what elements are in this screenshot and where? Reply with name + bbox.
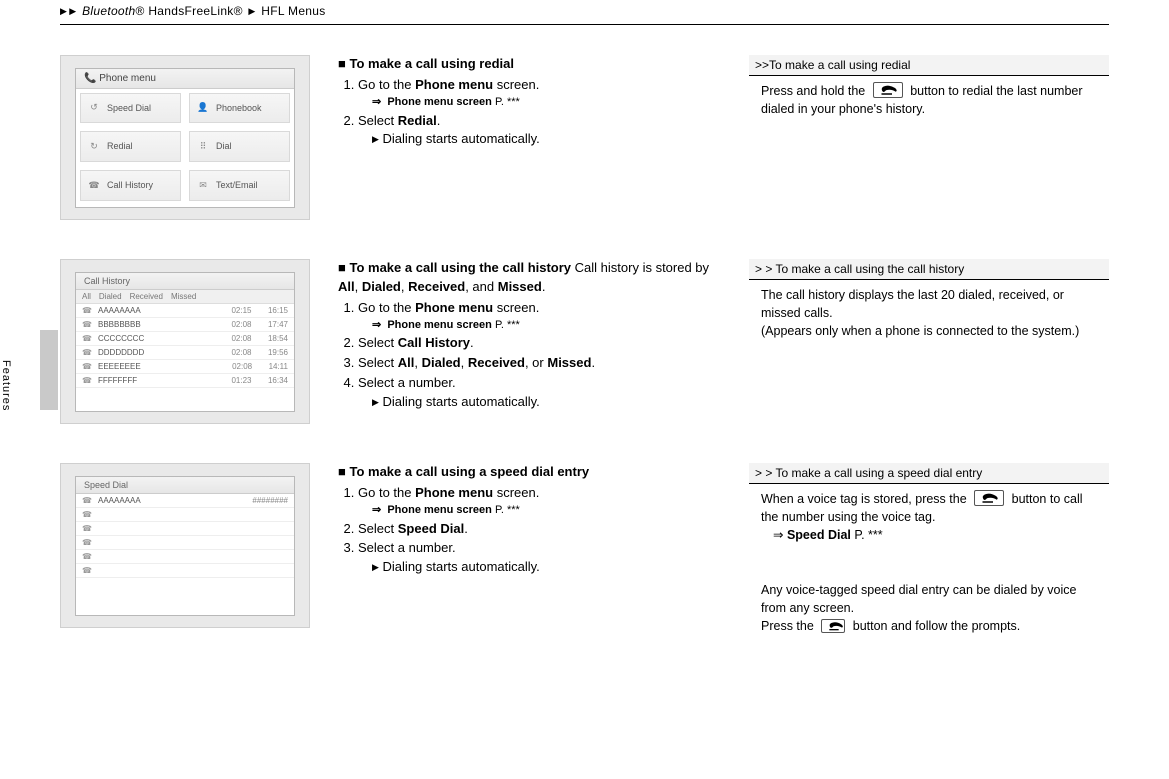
thumb-menu-cell: ✉ Text/Email (189, 170, 290, 201)
doc-section: Speed Dial☎AAAAAAAA########☎☎☎☎☎■ To mak… (60, 463, 1109, 661)
thumb-cell-label: Phonebook (216, 103, 262, 113)
thumb-list-row: ☎ (76, 508, 294, 522)
side-tab: Features (40, 330, 58, 410)
thumb-cell-icon: ↺ (87, 101, 101, 115)
side-tab-label: Features (0, 360, 12, 411)
step-ref: ⇒ Phone menu screen P. *** (372, 503, 721, 519)
thumb-menu-cell: ☎ Call History (80, 170, 181, 201)
thumb-cell-label: Text/Email (216, 180, 258, 190)
side-body: Press and hold the button to redial the … (749, 76, 1109, 118)
thumb-list-row: ☎DDDDDDDD02:08 19:56 (76, 346, 294, 360)
top-rule (60, 24, 1109, 25)
step-result: ▶ Dialing starts automatically. (372, 130, 721, 149)
thumb-menu-cell: ↻ Redial (80, 131, 181, 162)
thumb-list-row: ☎AAAAAAAA02:15 16:15 (76, 304, 294, 318)
thumb-cell-icon: 👤 (196, 101, 210, 115)
section-heading: To make a call using the call history (349, 260, 571, 275)
step-item: Select a number.▶ Dialing starts automat… (358, 374, 721, 412)
talk-button-icon (821, 619, 845, 633)
breadcrumb: ▶▶ Bluetooth® HandsFreeLink® ▶ HFL Menus (60, 0, 1109, 24)
step-item: Go to the Phone menu screen.⇒ Phone menu… (358, 299, 721, 334)
thumb-tabs: AllDialedReceivedMissed (76, 290, 294, 304)
thumb-menu-cell: ⠿ Dial (189, 131, 290, 162)
step-item: Select Redial.▶ Dialing starts automatic… (358, 112, 721, 150)
thumb-cell-icon: ⠿ (196, 139, 210, 153)
step-item: Select Call History. (358, 334, 721, 353)
step-item: Go to the Phone menu screen.⇒ Phone menu… (358, 484, 721, 519)
side-note: > > To make a call using the call histor… (749, 259, 1109, 340)
thumb-list-row: ☎AAAAAAAA######## (76, 494, 294, 508)
doc-section: Call HistoryAllDialedReceivedMissed☎AAAA… (60, 259, 1109, 439)
screenshot-thumb: Call HistoryAllDialedReceivedMissed☎AAAA… (60, 259, 310, 424)
breadcrumb-part2: HandsFreeLink® (148, 4, 242, 18)
steps-list: Go to the Phone menu screen.⇒ Phone menu… (338, 299, 721, 412)
step-item: Select a number.▶ Dialing starts automat… (358, 539, 721, 577)
screenshot-thumb: Speed Dial☎AAAAAAAA########☎☎☎☎☎ (60, 463, 310, 628)
side-head: > > To make a call using a speed dial en… (749, 463, 1109, 483)
heading-tail: Call history is stored by (571, 260, 709, 275)
thumb-list-row: ☎FFFFFFFF01:23 16:34 (76, 374, 294, 388)
thumb-list-row: ☎BBBBBBBB02:08 17:47 (76, 318, 294, 332)
step-item: Go to the Phone menu screen.⇒ Phone menu… (358, 76, 721, 111)
side-note: >>To make a call using redialPress and h… (749, 55, 1109, 118)
steps-list: Go to the Phone menu screen.⇒ Phone menu… (338, 76, 721, 149)
section-heading: To make a call using redial (349, 56, 514, 71)
thumb-cell-icon: ☎ (87, 178, 101, 192)
thumb-title: 📞 Phone menu (76, 69, 294, 89)
breadcrumb-part1: Bluetooth (82, 4, 135, 18)
step-result: ▶ Dialing starts automatically. (372, 393, 721, 412)
thumb-menu-cell: ↺ Speed Dial (80, 93, 181, 124)
thumb-cell-label: Redial (107, 141, 133, 151)
talk-button-icon (974, 490, 1004, 506)
doc-section: 📞 Phone menu ↺ Speed Dial 👤 Phonebook ↻ Redial… (60, 55, 1109, 235)
section-heading: To make a call using a speed dial entry (349, 464, 589, 479)
thumb-cell-label: Speed Dial (107, 103, 151, 113)
side-note: > > To make a call using a speed dial en… (749, 463, 1109, 635)
steps-list: Go to the Phone menu screen.⇒ Phone menu… (338, 484, 721, 577)
thumb-title: Speed Dial (76, 477, 294, 494)
thumb-cell-icon: ✉ (196, 178, 210, 192)
thumb-menu-cell: 👤 Phonebook (189, 93, 290, 124)
step-ref: ⇒ Phone menu screen P. *** (372, 95, 721, 111)
instruction-block: ■ To make a call using the call history … (338, 259, 721, 412)
step-item: Select All, Dialed, Received, or Missed. (358, 354, 721, 373)
breadcrumb-part3: HFL Menus (261, 4, 325, 18)
step-item: Select Speed Dial. (358, 520, 721, 539)
thumb-title: Call History (76, 273, 294, 290)
side-head: > > To make a call using the call histor… (749, 259, 1109, 279)
side-body: The call history displays the last 20 di… (749, 280, 1109, 340)
thumb-list-row: ☎ (76, 564, 294, 578)
side-head: >>To make a call using redial (749, 55, 1109, 75)
thumb-cell-label: Dial (216, 141, 232, 151)
instruction-block: ■ To make a call using a speed dial entr… (338, 463, 721, 577)
thumb-list-row: ☎CCCCCCCC02:08 18:54 (76, 332, 294, 346)
thumb-list-row: ☎EEEEEEEE02:08 14:11 (76, 360, 294, 374)
thumb-list-row: ☎ (76, 536, 294, 550)
thumb-cell-label: Call History (107, 180, 153, 190)
side-body: When a voice tag is stored, press the bu… (749, 484, 1109, 635)
step-ref: ⇒ Phone menu screen P. *** (372, 318, 721, 334)
instruction-block: ■ To make a call using redialGo to the P… (338, 55, 721, 149)
thumb-cell-icon: ↻ (87, 139, 101, 153)
screenshot-thumb: 📞 Phone menu ↺ Speed Dial 👤 Phonebook ↻ Redial… (60, 55, 310, 220)
step-result: ▶ Dialing starts automatically. (372, 558, 721, 577)
thumb-list-row: ☎ (76, 522, 294, 536)
talk-button-icon (873, 82, 903, 98)
thumb-list-row: ☎ (76, 550, 294, 564)
